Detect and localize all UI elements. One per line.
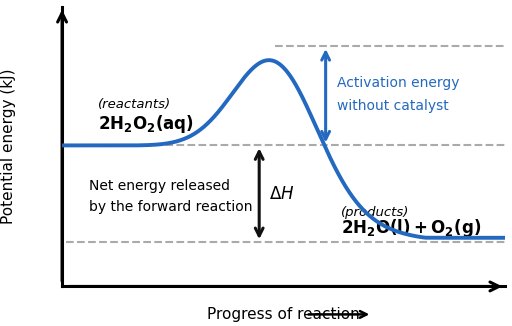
Text: (reactants): (reactants) — [97, 98, 170, 111]
Text: Activation energy: Activation energy — [337, 76, 459, 90]
Text: Potential energy (kJ): Potential energy (kJ) — [2, 69, 16, 224]
Text: without catalyst: without catalyst — [337, 99, 449, 113]
Text: $\Delta H$: $\Delta H$ — [269, 185, 294, 203]
Text: by the forward reaction: by the forward reaction — [89, 200, 252, 214]
Text: Progress of reaction: Progress of reaction — [207, 307, 360, 322]
Text: $\mathbf{2H_2O_2(aq)}$: $\mathbf{2H_2O_2(aq)}$ — [97, 113, 194, 135]
Text: (products): (products) — [341, 205, 410, 218]
Text: Net energy released: Net energy released — [89, 179, 230, 193]
Text: $\mathbf{2H_2O(l) + O_2(g)}$: $\mathbf{2H_2O(l) + O_2(g)}$ — [341, 217, 481, 239]
